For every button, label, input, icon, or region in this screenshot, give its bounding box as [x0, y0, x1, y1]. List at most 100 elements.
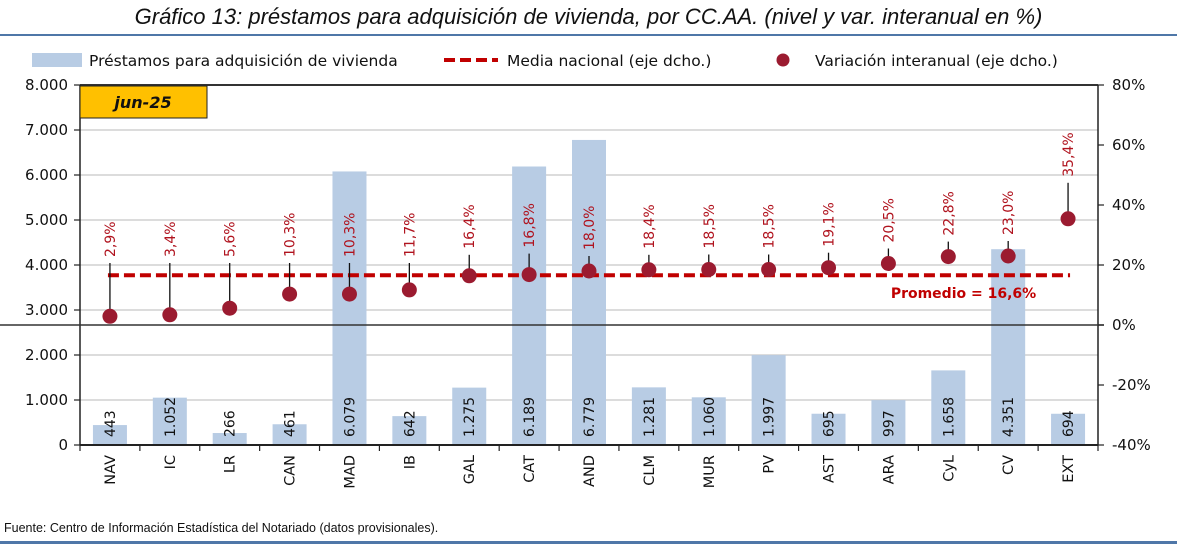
source-note: Fuente: Centro de Información Estadístic… [4, 521, 439, 535]
bar-ext [1051, 413, 1086, 445]
right-tick-label: 80% [1112, 76, 1145, 94]
left-tick-label: 2.000 [25, 346, 68, 364]
bar-cv [991, 249, 1026, 445]
bar-gal [452, 387, 487, 445]
bar-labels: 443 1.052 266 461 6.079 642 1.275 6.189 6.779 1.2… [103, 397, 1077, 437]
variation-points: 2,9% 3,4% 5,6% 10,3% 10,3% 11,7% 16,4% 16,8% 18,… [102, 132, 1077, 324]
bar-mur [691, 397, 726, 445]
bar-lr [212, 433, 247, 445]
left-tick-label: 5.000 [25, 211, 68, 229]
left-tick-label: 1.000 [25, 391, 68, 409]
period-badge-box [79, 85, 208, 119]
bar-value-label: 642 [402, 410, 418, 437]
title-divider [0, 34, 1177, 36]
left-tick-label: 7.000 [25, 121, 68, 139]
left-axis-ticks: 0 1.000 2.000 3.000 4.000 5.000 6.000 7.000 8.00… [25, 76, 80, 454]
left-tick-label: 0 [58, 436, 68, 454]
category-label-pv: PV [762, 455, 778, 474]
right-axis-ticks: -40% -20% 0% 20% 40% 60% 80% [1098, 76, 1151, 454]
variation-point-and [581, 263, 597, 279]
right-tick-label: -20% [1112, 376, 1151, 394]
legend-swatch-bars [32, 53, 82, 67]
bar-mad [332, 171, 367, 445]
category-label-ib: IB [402, 455, 418, 469]
bar-value-label: 4.351 [1001, 397, 1017, 437]
bar-cyl [931, 370, 966, 445]
variation-label: 19,1% [822, 202, 838, 246]
bar-value-label: 1.281 [642, 397, 658, 437]
variation-label: 5,6% [223, 221, 239, 257]
bar-value-label: 461 [283, 410, 299, 437]
right-tick-label: 0% [1112, 316, 1136, 334]
left-tick-label: 6.000 [25, 166, 68, 184]
variation-point-clm [641, 262, 657, 278]
bar-cat [512, 166, 547, 445]
variation-label: 18,5% [762, 204, 778, 248]
category-label-cyl: CyL [941, 455, 957, 482]
variation-label: 11,7% [402, 213, 418, 257]
variation-label: 35,4% [1061, 132, 1077, 176]
bar-value-label: 443 [103, 410, 119, 437]
category-label-ara: ARA [881, 455, 897, 484]
category-label-cat: CAT [522, 455, 538, 483]
variation-point-cyl [940, 249, 956, 265]
variation-label: 16,8% [522, 203, 538, 247]
variation-point-can [282, 286, 298, 302]
bar-can [272, 424, 307, 445]
variation-point-ast [821, 260, 837, 276]
variation-point-cat [521, 267, 537, 283]
legend-swatch-points [776, 53, 790, 67]
bar-ic [152, 397, 187, 445]
variation-label: 10,3% [283, 213, 299, 257]
variation-label: 3,4% [163, 221, 179, 257]
variation-label: 16,4% [462, 204, 478, 248]
bar-value-label: 694 [1061, 410, 1077, 437]
variation-label: 2,9% [103, 221, 119, 257]
bar-pv [751, 355, 786, 445]
left-tick-label: 8.000 [25, 76, 68, 94]
bar-value-label: 266 [223, 410, 239, 437]
average-annotation: Promedio = 16,6% [891, 286, 1036, 302]
bars [92, 139, 1086, 445]
variation-point-ara [880, 256, 896, 271]
bar-value-label: 1.060 [702, 397, 718, 437]
category-label-gal: GAL [462, 455, 478, 484]
category-label-clm: CLM [642, 455, 658, 486]
bar-value-label: 6.079 [342, 397, 358, 437]
footer-divider [0, 541, 1177, 544]
variation-point-mad [341, 286, 357, 302]
category-labels: NAV IC LR CAN MAD IB GAL CAT AND CLM MUR PV AST ARA Cy… [103, 455, 1077, 489]
bar-ast [811, 413, 846, 445]
variation-point-pv [761, 262, 777, 277]
variation-label: 20,5% [881, 198, 897, 242]
bar-value-label: 1.275 [462, 397, 478, 437]
variation-point-nav [102, 308, 118, 324]
variation-point-mur [701, 262, 717, 277]
variation-point-ib [401, 282, 417, 298]
bar-value-label: 1.997 [762, 397, 778, 437]
legend: Préstamos para adquisición de vivienda M… [32, 52, 1058, 70]
variation-label: 10,3% [342, 213, 358, 257]
left-tick-label: 4.000 [25, 256, 68, 274]
right-tick-label: 20% [1112, 256, 1145, 274]
legend-label-points: Variación interanual (eje dcho.) [815, 52, 1058, 70]
variation-label: 18,0% [582, 206, 598, 250]
right-tick-label: 40% [1112, 196, 1145, 214]
period-badge-label: jun-25 [111, 93, 171, 112]
category-label-nav: NAV [103, 455, 119, 485]
category-label-mad: MAD [342, 455, 358, 489]
variation-label: 22,8% [941, 191, 957, 235]
category-label-can: CAN [283, 455, 299, 486]
legend-label-bars: Préstamos para adquisición de vivienda [89, 52, 398, 70]
right-tick-label: -40% [1112, 436, 1151, 454]
legend-label-average: Media nacional (eje dcho.) [507, 52, 711, 70]
category-label-mur: MUR [702, 455, 718, 488]
category-label-ic: IC [163, 455, 179, 469]
bar-ib [392, 416, 427, 445]
bar-ara [871, 400, 906, 445]
variation-point-gal [461, 268, 477, 284]
variation-point-ic [162, 307, 178, 323]
variation-point-ext [1060, 211, 1076, 227]
bar-value-label: 695 [822, 410, 838, 437]
